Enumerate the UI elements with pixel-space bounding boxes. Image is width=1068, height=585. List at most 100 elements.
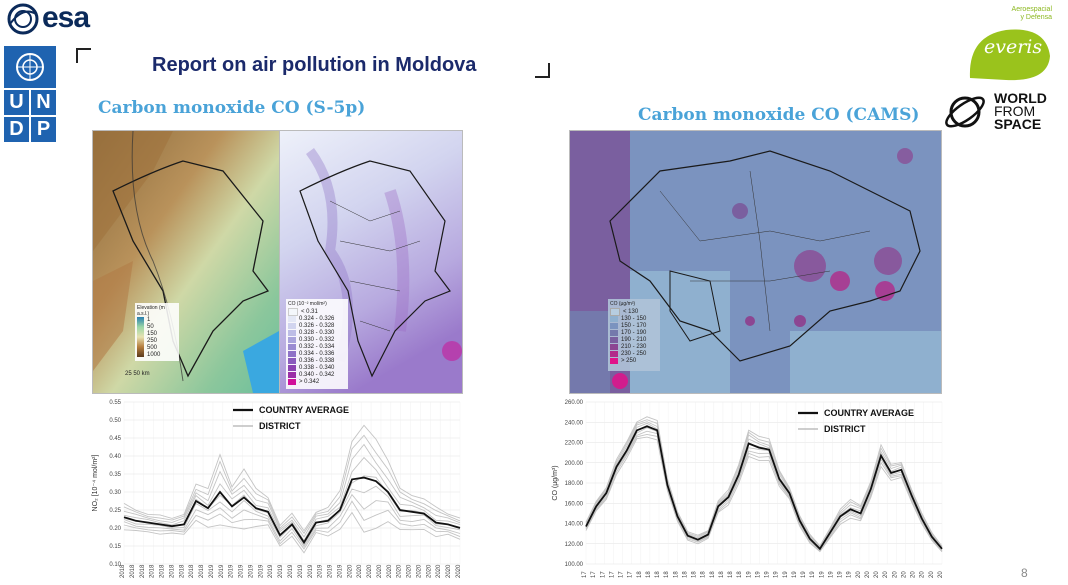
- x-tick-label: 20: [874, 571, 880, 578]
- everis-logo-text: everis: [984, 36, 1043, 58]
- x-tick-label: 2020: [416, 564, 422, 578]
- district-series-line: [585, 436, 943, 553]
- y-tick-label: 180.00: [565, 481, 584, 487]
- x-tick-label: 2019: [318, 564, 324, 578]
- undp-letter-n: N: [31, 90, 56, 115]
- y-tick-label: 140.00: [565, 522, 584, 528]
- elevation-value: 50: [147, 324, 154, 330]
- x-tick-label: 18: [719, 571, 725, 578]
- y-tick-label: 0.25: [109, 508, 121, 514]
- x-tick-label: 18: [637, 571, 643, 578]
- x-tick-label: 2019: [209, 564, 215, 578]
- x-tick-label: 20: [901, 571, 907, 578]
- x-tick-label: 2018: [120, 564, 126, 578]
- x-tick-label: 2018: [130, 564, 136, 578]
- co-cams-legend-row: > 250: [621, 357, 637, 364]
- esa-swirl-icon: [7, 3, 39, 35]
- y-tick-label: 220.00: [565, 441, 584, 447]
- x-tick-label: 20: [856, 571, 862, 578]
- x-tick-label: 18: [664, 571, 670, 578]
- x-tick-label: 2020: [397, 564, 403, 578]
- undp-letter-d: D: [4, 117, 29, 142]
- x-tick-label: 19: [792, 571, 798, 578]
- y-tick-label: 0.40: [109, 454, 121, 460]
- x-tick-label: 2020: [436, 564, 442, 578]
- co-s5p-map: CO (10⁻² mol/m²) < 0.31 0.324 - 0.326 0.…: [279, 130, 463, 394]
- co-cams-legend: CO (µg/m³) < 130 130 - 150 150 - 170 170…: [608, 299, 660, 371]
- co-line-chart: 260.00 240.00 220.00 200.00 180.00 160.00 140.…: [548, 396, 950, 580]
- elevation-map: Elevation (m a.s.l.) 1 50 150 250 500 10…: [92, 130, 280, 394]
- x-tick-label: 18: [655, 571, 661, 578]
- y-tick-label: 200.00: [565, 461, 584, 467]
- page-number: 8: [1021, 566, 1028, 580]
- x-tick-label: 2020: [387, 564, 393, 578]
- x-tick-label: 18: [728, 571, 734, 578]
- x-tick-label: 2018: [189, 564, 195, 578]
- elevation-legend-title: Elevation (m a.s.l.): [137, 305, 165, 317]
- co-s5p-legend-row: 0.334 - 0.336: [299, 350, 335, 357]
- co-s5p-legend-row: 0.328 - 0.330: [299, 329, 335, 336]
- district-series-line: [123, 456, 461, 542]
- x-tick-label: 2020: [407, 564, 413, 578]
- x-tick-label: 19: [828, 571, 834, 578]
- co-cams-legend-row: 210 - 230: [621, 343, 647, 350]
- country-average-line: [585, 425, 943, 551]
- co-s5p-legend-row: 0.340 - 0.342: [299, 371, 335, 378]
- x-tick-label: 20: [865, 571, 871, 578]
- district-series-line: [123, 434, 461, 535]
- y-tick-label: 0.45: [109, 436, 121, 442]
- x-tick-label: 18: [710, 571, 716, 578]
- title-corner-bottom-right-icon: [535, 63, 550, 78]
- wfs-line-from: FROM: [994, 103, 1036, 119]
- y-tick-label: 0.55: [109, 400, 121, 406]
- district-series-line: [123, 493, 461, 548]
- esa-logo-text: esa: [42, 1, 90, 34]
- y-tick-label: 0.15: [109, 544, 121, 550]
- y-tick-label: 0.30: [109, 490, 121, 496]
- x-tick-label: 2019: [229, 564, 235, 578]
- x-tick-label: 2019: [248, 564, 254, 578]
- left-subtitle: Carbon monoxide CO (S-5p): [98, 98, 366, 118]
- x-tick-label: 20: [920, 571, 926, 578]
- page-title: Report on air pollution in Moldova: [152, 54, 477, 76]
- co-s5p-legend: CO (10⁻² mol/m²) < 0.31 0.324 - 0.326 0.…: [286, 299, 348, 389]
- undp-letter-u: U: [4, 90, 29, 115]
- district-series-line: [123, 500, 461, 550]
- elevation-value: 1000: [147, 352, 161, 358]
- x-tick-label: 2018: [160, 564, 166, 578]
- esa-logo: esa: [6, 1, 106, 38]
- x-tick-label: 2019: [239, 564, 245, 578]
- x-tick-label: 20: [892, 571, 898, 578]
- co-cams-legend-row: < 130: [623, 308, 639, 315]
- y-tick-label: 100.00: [565, 562, 584, 568]
- co-s5p-legend-row: 0.338 - 0.340: [299, 364, 335, 371]
- co-s5p-legend-row: > 0.342: [299, 378, 320, 385]
- x-tick-label: 17: [600, 571, 606, 578]
- co-s5p-legend-row: 0.332 - 0.334: [299, 343, 335, 350]
- x-tick-label: 17: [591, 571, 597, 578]
- title-corner-top-left-icon: [76, 48, 91, 63]
- y-tick-label: 160.00: [565, 501, 584, 507]
- x-tick-label: 19: [801, 571, 807, 578]
- x-tick-label: 2019: [278, 564, 284, 578]
- x-tick-label: 2018: [169, 564, 175, 578]
- no2-line-chart: 0.55 0.50 0.45 0.40 0.35 0.30 0.25 0.20 0.15 0.10…: [88, 396, 468, 580]
- x-tick-label: 17: [582, 571, 588, 578]
- x-tick-label: 17: [619, 571, 625, 578]
- x-tick-label: 2019: [337, 564, 343, 578]
- y-tick-label: 260.00: [565, 400, 584, 406]
- district-series-line: [585, 433, 943, 552]
- x-tick-label: 18: [673, 571, 679, 578]
- x-tick-label: 2018: [199, 564, 205, 578]
- wfs-line-space: SPACE: [994, 116, 1042, 132]
- y-tick-label: 240.00: [565, 420, 584, 426]
- district-series-line: [585, 430, 943, 552]
- x-tick-label: 2019: [219, 564, 225, 578]
- y-tick-label: 0.10: [109, 562, 121, 568]
- x-tick-label: 2019: [268, 564, 274, 578]
- y-axis-label: CO (µg/m³): [552, 465, 559, 500]
- x-tick-label: 20: [883, 571, 889, 578]
- x-tick-label: 2020: [347, 564, 353, 578]
- district-series-line: [585, 422, 943, 549]
- x-tick-label: 2018: [150, 564, 156, 578]
